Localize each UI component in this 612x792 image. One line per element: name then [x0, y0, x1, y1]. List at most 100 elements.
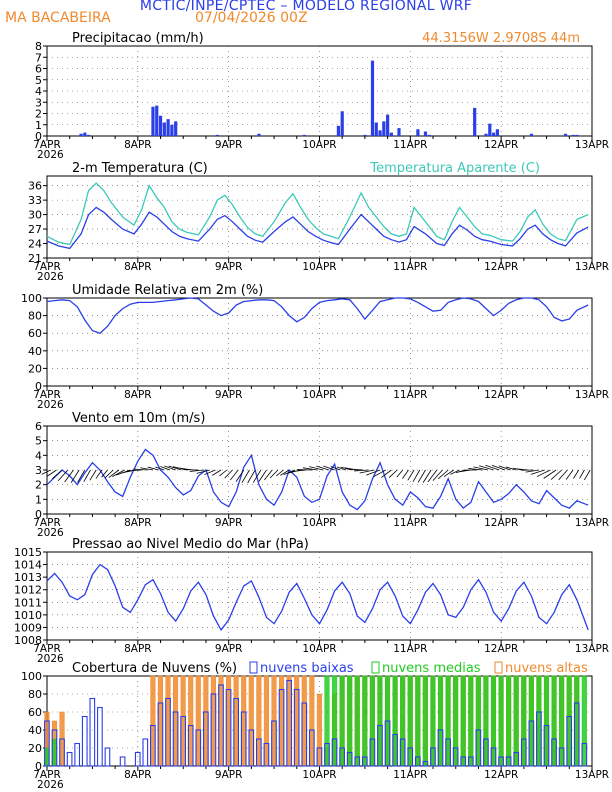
temperature-ytick-label: 36: [28, 180, 42, 193]
wind-barb: [381, 469, 392, 478]
clouds-ytick-label: 80: [28, 688, 42, 701]
humidity-xtick-label: 13APR: [575, 389, 609, 401]
legend-label-nuvens-baixas: nuvens baixas: [260, 661, 354, 676]
wind-barb: [269, 469, 279, 479]
cloud-bar: [460, 675, 466, 767]
wind-barb: [396, 469, 404, 478]
wind-barb: [558, 469, 568, 481]
cloud-bar: [142, 738, 149, 767]
cloud-bar: [490, 747, 497, 767]
precip-bar: [155, 105, 159, 136]
forecast-datetime: 07/04/2026 00Z: [195, 10, 308, 26]
wind-barb: [407, 469, 415, 481]
temperature-series-line: [46, 182, 589, 246]
cloud-bar: [286, 679, 292, 767]
clouds-xtick-label: 7APR: [33, 769, 61, 781]
cloud-bar: [384, 720, 391, 767]
wind-ytick-label: 4: [35, 449, 42, 462]
cloud-bar: [369, 675, 375, 767]
cloud-bar: [256, 675, 262, 767]
wind-barb: [443, 469, 455, 477]
pressure-ytick-label: 1010: [14, 609, 42, 622]
pressure-xtick-label: 12APR: [484, 643, 518, 655]
cloud-bar: [278, 688, 285, 767]
cloud-bar: [51, 738, 58, 767]
wind-ytick-label: 5: [35, 435, 42, 448]
pressure-ytick-label: 1013: [14, 571, 42, 584]
cloud-bar: [225, 688, 232, 767]
wind-barb: [108, 469, 120, 478]
cloud-bar: [354, 756, 361, 767]
wind-barb: [241, 469, 250, 483]
pressure-ytick-label: 1009: [14, 621, 42, 634]
cloud-bar: [392, 675, 398, 767]
cloud-bar: [203, 675, 209, 767]
wind-barb: [491, 464, 506, 471]
cloud-bar: [210, 693, 217, 767]
humidity-xtick-label: 10APR: [302, 389, 336, 401]
wind-barb: [479, 465, 494, 471]
precip-bar: [488, 123, 492, 136]
wind-barb: [366, 469, 381, 476]
precip-bar: [491, 132, 496, 136]
temperature-title: 2-m Temperatura (C): [72, 161, 208, 176]
wind-ytick-label: 1: [35, 493, 42, 506]
precip-xtick-label: 13APR: [575, 139, 609, 151]
wind-title: Vento em 10m (m/s): [72, 411, 205, 426]
precip-bar: [340, 111, 344, 136]
pressure-series-line: [46, 563, 589, 632]
cloud-bar: [316, 693, 322, 767]
cloud-bar: [331, 675, 338, 767]
precip-xtick-label: 12APR: [484, 139, 518, 151]
cloud-bar: [362, 675, 368, 767]
wind-barb: [133, 468, 148, 471]
precip-xtick-label: 8APR: [124, 139, 152, 151]
cloud-bar: [422, 760, 429, 767]
wind-xtick-label: 7APR: [33, 517, 61, 529]
clouds-title: Cobertura de Nuvens (%): [72, 661, 237, 676]
temperature-xtick-label: 8APR: [124, 261, 152, 273]
wind-barb: [336, 466, 347, 471]
wind-barb: [164, 465, 176, 471]
wind-barb: [51, 469, 63, 480]
cloud-bar: [445, 675, 451, 767]
cloud-bar: [354, 675, 360, 767]
humidity-ytick-label: 60: [28, 327, 42, 340]
cloud-bar: [188, 675, 194, 767]
wind-barb: [104, 469, 114, 478]
precip-bar: [158, 115, 163, 136]
cloud-bar: [97, 706, 103, 767]
wind-barb: [160, 466, 171, 471]
cloud-bar: [543, 675, 550, 767]
wind-barb: [70, 469, 80, 483]
pressure-xtick-label: 11APR: [393, 643, 427, 655]
cloud-bar: [399, 738, 406, 767]
humidity-xtick-label: 8APR: [124, 389, 152, 401]
precip-ytick-label: 2: [35, 108, 42, 121]
cloud-bar: [241, 675, 247, 767]
cloud-bar: [233, 697, 239, 767]
pressure-ytick-label: 1012: [14, 584, 42, 597]
precip-bar: [397, 128, 401, 136]
humidity-xtick-year: 2026: [37, 399, 64, 411]
wind-barb: [224, 469, 233, 479]
wind-barb: [450, 469, 460, 475]
cloud-bar: [483, 738, 489, 767]
precip-bar: [79, 133, 83, 136]
pressure-title: Pressao ao Nivel Medio do Mar (hPa): [72, 537, 309, 552]
precip-xtick-label: 10APR: [302, 139, 336, 151]
precip-bar: [151, 106, 155, 136]
wind-barb: [264, 469, 273, 481]
pressure-xtick-label: 10APR: [302, 643, 336, 655]
wind-series-line: [46, 448, 589, 511]
cloud-bar: [581, 742, 588, 767]
clouds-ytick-label: 100: [21, 670, 42, 683]
humidity-title: Umidade Relativa em 2m (%): [72, 283, 263, 298]
wind-barb: [140, 467, 154, 471]
precip-bar: [87, 134, 91, 136]
cloud-bar: [180, 675, 186, 767]
precip-ytick-label: 5: [35, 74, 42, 87]
wind-barb: [204, 469, 216, 476]
cloud-bar: [157, 702, 164, 767]
cloud-bar: [51, 729, 58, 767]
